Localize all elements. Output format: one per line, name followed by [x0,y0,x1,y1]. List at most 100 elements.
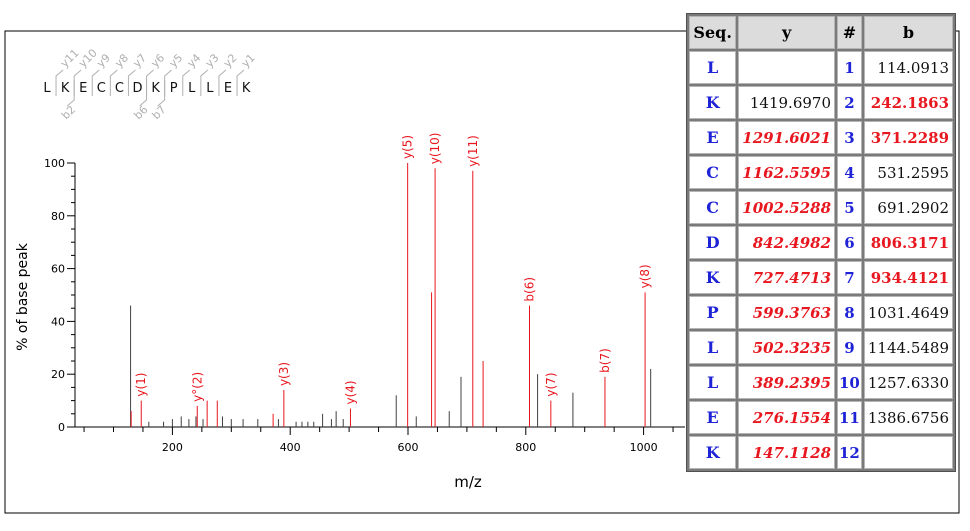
header-y: y [738,16,835,49]
sequence-residue: L [188,81,196,96]
peak-label: y(3) [277,362,291,386]
header-num: # [837,16,862,49]
y-ion-bracket [182,69,191,96]
header-b: b [863,16,953,49]
table-row: L 389.2395 10 1257.6330 [689,366,953,399]
peak-label: y(8) [638,264,652,288]
sequence-residue: K [151,81,160,96]
peak-label: b(7) [598,348,612,373]
sequence-residue: C [97,81,106,96]
peak-label: b(6) [523,277,537,302]
sequence-residue: E [79,81,87,96]
table-row: K 727.4713 7 934.4121 [689,261,953,294]
b-ion-label: b6 [131,103,150,122]
y-mass-cell: 727.4713 [738,261,835,294]
x-tick-label: 400 [280,441,301,454]
sequence-residue: D [132,81,142,96]
seq-cell: E [689,401,737,434]
seq-cell: L [689,366,737,399]
y-mass-cell: 1162.5595 [738,156,835,189]
y-tick-label: 40 [51,315,65,328]
y-tick-label: 100 [44,157,65,170]
header-seq: Seq. [689,16,737,49]
x-axis-label: m/z [454,473,482,491]
table-row: K 147.1128 12 [689,436,953,469]
b-mass-cell: 114.0913 [863,51,953,84]
y-tick-label: 0 [58,421,65,434]
y-mass-cell: 1419.6970 [738,86,835,119]
x-tick-label: 200 [162,441,183,454]
index-cell: 3 [837,121,862,154]
b-ion-bracket [157,80,166,107]
y-tick-label: 60 [51,263,65,276]
b-mass-cell: 1386.6756 [863,401,953,434]
y-ion-bracket [200,69,209,96]
y-mass-cell [738,51,835,84]
y-mass-cell: 147.1128 [738,436,835,469]
table-row: C 1002.5288 5 691.2902 [689,191,953,224]
b-ion-bracket [139,80,148,107]
b-mass-cell: 531.2595 [863,156,953,189]
y-tick-label: 20 [51,368,65,381]
sequence-residue: K [242,81,251,96]
peak-label: y(5) [401,135,415,159]
seq-cell: L [689,331,737,364]
peak-label: y(1) [134,372,148,396]
sequence-residue: E [224,81,232,96]
y-mass-cell: 276.1554 [738,401,835,434]
index-cell: 12 [837,436,862,469]
peak-label: y(4) [343,380,357,404]
x-tick-label: 1000 [630,441,658,454]
sequence-residue: C [115,81,124,96]
y-tick-label: 80 [51,210,65,223]
y-ion-label: y1 [239,51,258,70]
x-tick-label: 600 [398,441,419,454]
b-mass-cell: 242.1863 [863,86,953,119]
y-mass-cell: 1291.6021 [738,121,835,154]
y-ion-bracket [109,69,118,96]
peak-label: y(7) [544,372,558,396]
b-mass-cell: 371.2289 [863,121,953,154]
y-ion-label: y4 [185,51,204,70]
table-row: P 599.3763 8 1031.4649 [689,296,953,329]
y-mass-cell: 842.4982 [738,226,835,259]
table-row: L 502.3235 9 1144.5489 [689,331,953,364]
y-ion-bracket [55,69,64,96]
y-ion-label: y6 [148,51,167,70]
y-ion-bracket [127,69,136,96]
b-ion-bracket [66,80,75,107]
y-ion-label: y2 [221,51,240,70]
index-cell: 6 [837,226,862,259]
seq-cell: K [689,261,737,294]
sequence-residue: L [206,81,214,96]
y-ion-label: y3 [203,51,222,70]
y-ion-label: y8 [112,51,131,70]
y-ion-label: y7 [130,51,149,70]
sequence-residue: K [61,81,70,96]
table-row: D 842.4982 6 806.3171 [689,226,953,259]
fragment-ion-table: Seq. y # b L 1 114.0913 K 1419.6970 2 242.1863… [686,13,956,472]
y-mass-cell: 1002.5288 [738,191,835,224]
plot-frame [4,30,960,514]
index-cell: 5 [837,191,862,224]
sequence-residue: P [170,81,178,96]
sequence-residue: L [43,81,51,96]
table-row: K 1419.6970 2 242.1863 [689,86,953,119]
y-ion-label: y5 [167,51,186,70]
table-row: E 1291.6021 3 371.2289 [689,121,953,154]
table-row: C 1162.5595 4 531.2595 [689,156,953,189]
seq-cell: C [689,156,737,189]
peak-label: y°(2) [190,372,204,402]
peak-label: y(11) [466,135,480,167]
seq-cell: K [689,86,737,119]
seq-cell: C [689,191,737,224]
b-mass-cell: 806.3171 [863,226,953,259]
index-cell: 2 [837,86,862,119]
x-tick-label: 800 [515,441,536,454]
table-row: L 1 114.0913 [689,51,953,84]
y-ion-bracket [91,69,100,96]
y-axis-label: % of base peak [15,242,31,351]
index-cell: 8 [837,296,862,329]
y-mass-cell: 599.3763 [738,296,835,329]
